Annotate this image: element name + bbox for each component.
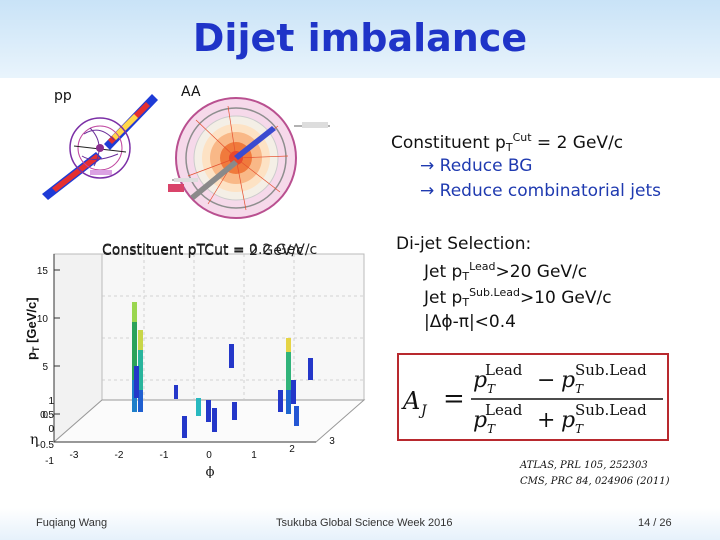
dijet-sublead-cut: Jet pTSub.Lead>10 GeV/c	[424, 286, 612, 309]
slide-title: Dijet imbalance	[192, 16, 528, 60]
ref-atlas: ATLAS, PRL 105, 252303	[520, 460, 648, 471]
pp-event-display	[42, 94, 158, 200]
y-axis-label: pT [GeV/c]	[24, 297, 41, 360]
svg-text:Sub.Lead: Sub.Lead	[575, 401, 647, 419]
aa-event-display	[168, 97, 330, 219]
svg-text:T: T	[487, 382, 496, 396]
towers-small	[134, 344, 313, 438]
phi-tick-0: 0	[206, 450, 212, 461]
phi-tick-neg3: -3	[70, 450, 79, 461]
svg-text:−: −	[537, 368, 555, 393]
svg-text:Sub.Lead: Sub.Lead	[575, 361, 647, 379]
eta-tick-0.5: 0.5	[40, 410, 54, 421]
phi-tick-neg1: -1	[160, 450, 169, 461]
label-pp: pp	[54, 88, 72, 104]
svg-text:Lead: Lead	[485, 361, 523, 379]
constituent-cut-text: Constituent pTCut = 2 GeV/c	[391, 131, 624, 154]
svg-text:J: J	[418, 403, 428, 419]
eta-tick-0: 0	[48, 424, 54, 435]
pp-jet-red-lower	[42, 152, 102, 200]
phi-tick-neg2: -2	[115, 450, 124, 461]
aj-formula: A J = p T Lead − p T Sub.Lead p T Lead +…	[401, 361, 663, 436]
svg-text:p: p	[561, 408, 575, 433]
bullet-reduce-bg: → Reduce BG	[420, 156, 533, 176]
footer-author: Fuqiang Wang	[36, 517, 108, 529]
footer-event: Tsukuba Global Science Week 2016	[276, 517, 453, 529]
footer-bar	[0, 508, 720, 540]
phi-tick-2: 2	[289, 444, 295, 455]
tower-tall-b	[138, 330, 143, 412]
svg-text:T: T	[575, 422, 584, 436]
tower-mid-a	[286, 338, 291, 414]
dijet-lead-cut: Jet pTLead>20 GeV/c	[424, 260, 588, 283]
y-tick-0: 0	[42, 410, 48, 421]
svg-text:p: p	[473, 368, 487, 393]
y-tick-5: 5	[42, 362, 48, 373]
eta-tick-neg1: -1	[45, 456, 54, 467]
title-banner	[0, 0, 720, 78]
y-tick-10: 10	[37, 314, 49, 325]
svg-text:p: p	[561, 368, 575, 393]
phi-tick-3: 3	[329, 436, 335, 447]
phi-axis-label: ϕ	[206, 465, 215, 478]
svg-text:Lead: Lead	[485, 401, 523, 419]
label-aa: AA	[181, 84, 201, 100]
y-tick-15: 15	[37, 266, 49, 277]
aj-formula-box: A J = p T Lead − p T Sub.Lead p T Lead +…	[397, 353, 669, 441]
eta-axis-label: η	[30, 432, 38, 448]
ref-cms: CMS, PRC 84, 024906 (2011)	[520, 476, 670, 487]
dijet-heading: Di-jet Selection:	[396, 234, 532, 254]
svg-text:T: T	[575, 382, 584, 396]
svg-text:T: T	[487, 422, 496, 436]
svg-text:pT [GeV/c]: pT [GeV/c]	[24, 297, 41, 360]
svg-text:A: A	[401, 387, 420, 415]
overlay-cut-0.2: Constituent pTCut = 0.2 GeV/c	[102, 242, 317, 258]
lego-plot: 15 10 5 0 pT [GeV/c]	[24, 242, 366, 478]
overlay-cut-2: Constituent pTCut = 2 GeV/c	[102, 243, 304, 259]
dijet-dphi-cut: |Δϕ-π|<0.4	[424, 312, 516, 332]
svg-text:p: p	[473, 408, 487, 433]
footer-page-number: 14 / 26	[638, 517, 672, 529]
svg-text:=: =	[443, 384, 465, 414]
phi-tick-1: 1	[251, 450, 257, 461]
svg-text:+: +	[537, 408, 555, 433]
bullet-reduce-combinatorial: → Reduce combinatorial jets	[420, 181, 661, 201]
pp-jet-red-upper	[104, 94, 158, 150]
eta-tick-neg0.5: -0.5	[37, 440, 55, 451]
eta-tick-1: 1	[48, 396, 54, 407]
